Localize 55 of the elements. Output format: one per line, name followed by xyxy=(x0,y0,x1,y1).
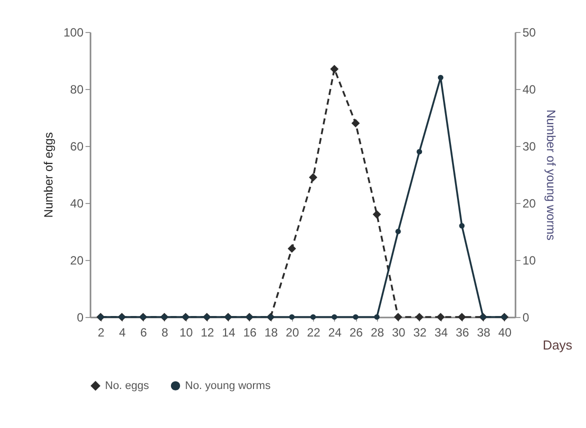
y-tick-label: 20 xyxy=(70,254,84,268)
point xyxy=(416,148,422,154)
y2-tick-label: 30 xyxy=(522,140,536,154)
x-tick-label: 40 xyxy=(498,326,512,340)
x-tick-label: 20 xyxy=(286,326,300,340)
x-tick-label: 12 xyxy=(200,326,214,340)
x-tick-label: 14 xyxy=(222,326,236,340)
y-tick-label: 60 xyxy=(70,140,84,154)
x-tick-label: 16 xyxy=(243,326,257,340)
x-tick-label: 24 xyxy=(328,326,342,340)
point xyxy=(372,210,382,219)
y2-tick-label: 40 xyxy=(522,82,536,96)
x-tick-label: 30 xyxy=(392,326,406,340)
point xyxy=(438,74,444,80)
point xyxy=(351,119,360,128)
y-tick-label: 100 xyxy=(63,26,84,40)
x-tick-label: 28 xyxy=(370,326,384,340)
x-tick-label: 36 xyxy=(456,326,470,340)
x-tick-label: 38 xyxy=(476,326,491,340)
y2-tick-label: 0 xyxy=(522,310,530,324)
x-tick-label: 22 xyxy=(306,326,321,340)
y2-tick-label: 50 xyxy=(522,26,536,40)
x-tick-label: 6 xyxy=(140,326,148,340)
point xyxy=(395,228,401,234)
point xyxy=(310,314,316,320)
point xyxy=(458,312,466,322)
x-tick-label: 26 xyxy=(349,326,364,340)
y2-axis-title: Number of young worms xyxy=(544,110,558,240)
point xyxy=(308,173,318,182)
x-tick-label: 8 xyxy=(162,326,169,340)
point xyxy=(332,314,338,320)
point xyxy=(436,312,445,322)
x-tick-label: 4 xyxy=(119,326,126,340)
point xyxy=(374,314,380,320)
x-tick-label: 18 xyxy=(264,326,278,340)
point xyxy=(459,223,465,229)
legend-label: No. young worms xyxy=(185,380,272,392)
point xyxy=(352,314,358,320)
x-tick-label: 10 xyxy=(179,326,194,340)
x-tick-label: 2 xyxy=(98,326,105,340)
x-tick-label: 34 xyxy=(434,326,448,340)
point xyxy=(330,64,339,74)
point xyxy=(288,244,296,253)
y-axis-title: Number of eggs xyxy=(41,132,56,218)
point xyxy=(415,312,424,322)
y2-tick-label: 10 xyxy=(522,254,536,268)
point xyxy=(394,312,402,322)
y-tick-label: 40 xyxy=(70,196,84,210)
x-tick-label: 32 xyxy=(413,326,427,340)
point xyxy=(289,314,295,320)
y2-tick-label: 20 xyxy=(522,196,536,210)
y-tick-label: 80 xyxy=(70,82,84,96)
y-tick-label: 0 xyxy=(76,310,84,324)
legend-label: No. eggs xyxy=(105,380,150,392)
x-axis-title: Days xyxy=(542,338,573,352)
